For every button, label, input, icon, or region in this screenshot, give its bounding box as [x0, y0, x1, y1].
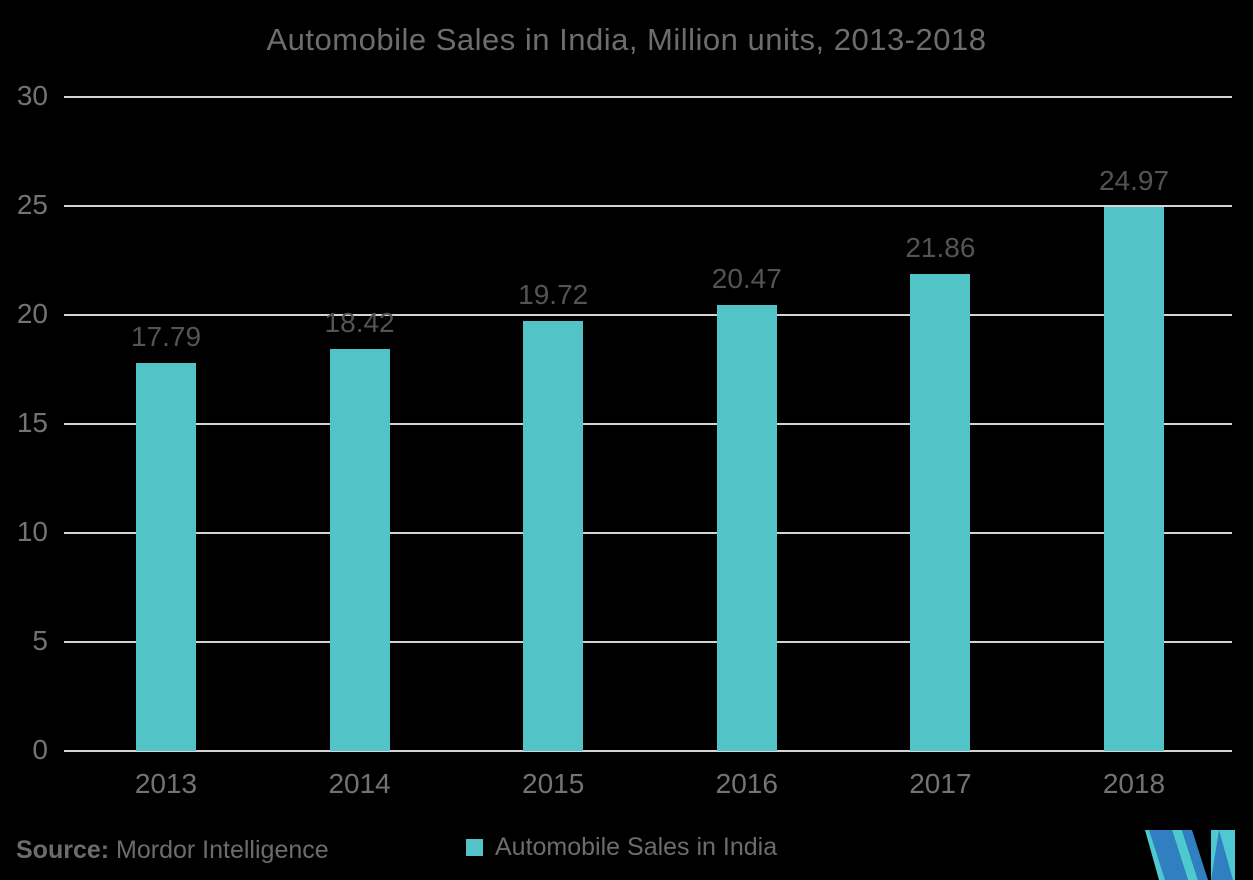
- gridline: [64, 750, 1232, 752]
- x-axis-tick-label: 2013: [134, 768, 198, 799]
- y-axis-tick-label: 10: [16, 516, 48, 547]
- bar-value-label: 20.47: [711, 262, 782, 294]
- bar-value-label: 24.97: [1098, 164, 1170, 196]
- mordor-intelligence-logo: [1145, 830, 1235, 880]
- y-axis-tick-label: 25: [16, 189, 48, 220]
- gridline: [64, 314, 1232, 316]
- bar: [910, 274, 971, 751]
- gridline: [64, 423, 1232, 425]
- y-axis-tick-label: 20: [16, 298, 48, 329]
- bar-value-label: 17.79: [130, 321, 202, 353]
- x-axis-tick-label: 2014: [328, 768, 391, 799]
- y-axis-tick-label: 0: [32, 734, 48, 765]
- source-label: Source:: [16, 836, 110, 864]
- x-axis-tick-label: 2015: [522, 768, 585, 799]
- bar-value-label: 21.86: [905, 232, 976, 264]
- y-axis-tick-label: 5: [32, 625, 48, 656]
- x-axis-tick-label: 2018: [1102, 768, 1166, 799]
- source-value: Mordor Intelligence: [109, 836, 329, 864]
- source-text: Source: Mordor Intelligence: [16, 836, 329, 865]
- gridline: [64, 641, 1232, 643]
- gridline: [64, 205, 1232, 207]
- legend: Automobile Sales in India: [466, 833, 777, 862]
- gridline: [64, 532, 1232, 534]
- x-axis-tick-label: 2017: [909, 768, 972, 799]
- bar-value-label: 19.72: [518, 279, 589, 311]
- legend-swatch-icon: [466, 839, 483, 856]
- bar: [523, 321, 584, 751]
- bar: [136, 363, 196, 751]
- bar-value-label: 18.42: [324, 307, 395, 339]
- x-axis-tick-label: 2016: [715, 768, 778, 799]
- bar: [716, 304, 777, 751]
- y-axis-tick-label: 30: [16, 80, 48, 111]
- bar: [329, 349, 390, 751]
- gridline: [64, 96, 1232, 98]
- legend-label: Automobile Sales in India: [495, 833, 778, 861]
- chart-title: Automobile Sales in India, Million units…: [266, 22, 987, 57]
- y-axis-tick-label: 15: [16, 407, 48, 438]
- bar: [1104, 206, 1164, 751]
